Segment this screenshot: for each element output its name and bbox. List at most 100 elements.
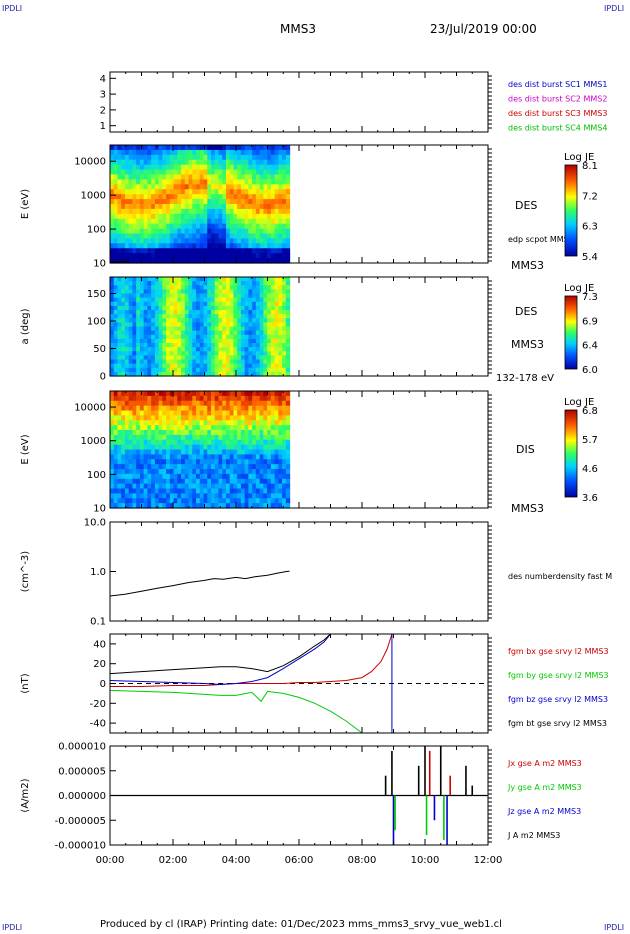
heatmap-cell <box>267 410 272 416</box>
heatmap-cell <box>128 415 134 421</box>
heatmap-cell <box>139 430 145 436</box>
heatmap-cell <box>282 395 287 402</box>
heatmap-cell <box>154 253 160 259</box>
heatmap-cell <box>110 326 115 332</box>
heatmap-cell <box>225 334 231 340</box>
heatmap-cell <box>181 301 186 307</box>
heatmap-cell <box>203 159 208 166</box>
heatmap-cell <box>255 199 261 205</box>
heatmap-cell <box>240 322 246 328</box>
heatmap-cell <box>110 498 115 504</box>
series-b-0 <box>110 633 393 687</box>
heatmap-cell <box>270 493 276 499</box>
heatmap-cell <box>162 483 167 490</box>
heatmap-cell <box>252 410 257 416</box>
heatmap-cell <box>143 464 149 470</box>
heatmap-cell <box>154 297 160 303</box>
heatmap-cell <box>147 164 152 171</box>
heatmap-cell <box>285 149 291 156</box>
heatmap-cell <box>263 459 268 465</box>
heatmap-cell <box>222 204 227 210</box>
heatmap-cell <box>173 305 178 311</box>
heatmap-cell <box>270 367 276 373</box>
heatmap-cell <box>229 169 235 176</box>
heatmap-cell <box>173 233 178 240</box>
heatmap-cell <box>181 213 186 220</box>
heatmap-cell <box>158 322 163 328</box>
heatmap-cell <box>282 248 287 254</box>
heatmap-cell <box>255 464 261 470</box>
heatmap-cell <box>274 439 279 446</box>
heatmap-cell <box>143 415 149 421</box>
heatmap-cell <box>177 204 182 210</box>
heatmap-cell <box>259 483 264 490</box>
heatmap-cell <box>151 310 156 315</box>
heatmap-cell <box>285 326 291 332</box>
heatmap-cell <box>259 145 264 151</box>
heatmap-cell <box>252 488 257 494</box>
heatmap-cell <box>207 326 212 332</box>
heatmap-cell <box>203 208 208 215</box>
spacecraft-title: MMS3 <box>280 22 316 36</box>
heatmap-cell <box>199 410 205 416</box>
heatmap-cell <box>285 444 291 451</box>
heatmap-cell <box>177 184 182 190</box>
heatmap-cell <box>207 218 212 225</box>
heatmap-cell <box>196 343 201 348</box>
heatmap-cell <box>214 293 220 299</box>
heatmap-cell <box>188 363 193 369</box>
heatmap-cell <box>214 297 220 303</box>
heatmap-cell <box>207 415 212 421</box>
heatmap-cell <box>128 154 134 161</box>
heatmap-cell <box>196 243 201 249</box>
heatmap-cell <box>222 355 227 361</box>
heatmap-cell <box>128 243 134 249</box>
heatmap-cell <box>218 174 223 181</box>
heatmap-cell <box>181 169 186 176</box>
heatmap-cell <box>233 359 238 365</box>
heatmap-cell <box>285 483 291 490</box>
heatmap-cell <box>252 363 257 369</box>
heatmap-cell <box>263 248 268 254</box>
heatmap-cell <box>147 285 152 290</box>
heatmap-cell <box>162 199 167 205</box>
heatmap-cell <box>282 425 287 431</box>
heatmap-cell <box>237 228 242 235</box>
heatmap-cell <box>184 213 190 220</box>
heatmap-cell <box>124 305 130 311</box>
heatmap-cell <box>214 154 220 161</box>
heatmap-cell <box>207 400 212 407</box>
heatmap-cell <box>229 243 235 249</box>
heatmap-cell <box>162 454 167 460</box>
heatmap-cell <box>278 145 283 151</box>
heatmap-cell <box>214 420 220 426</box>
heatmap-cell <box>166 289 171 295</box>
heatmap-cell <box>218 343 223 348</box>
heatmap-cell <box>259 430 264 436</box>
heatmap-cell <box>166 415 171 421</box>
heatmap-cell <box>211 363 216 369</box>
heatmap-cell <box>274 359 279 365</box>
heatmap-cell <box>229 391 235 397</box>
heatmap-cell <box>199 359 205 365</box>
heatmap-cell <box>282 363 287 369</box>
heatmap-cell <box>162 371 167 377</box>
heatmap-cell <box>225 281 231 286</box>
heatmap-cell <box>203 289 208 295</box>
heatmap-cell <box>248 194 253 200</box>
heatmap-cell <box>270 363 276 369</box>
heatmap-cell <box>184 194 190 200</box>
heatmap-cell <box>139 169 145 176</box>
heatmap-cell <box>211 371 216 377</box>
heatmap-cell <box>196 338 201 344</box>
heatmap-cell <box>207 228 212 235</box>
heatmap-cell <box>199 174 205 181</box>
heatmap-cell <box>267 189 272 195</box>
heatmap-cell <box>244 367 249 373</box>
heatmap-cell <box>255 420 261 426</box>
heatmap-cell <box>158 258 163 264</box>
heatmap-cell <box>214 301 220 307</box>
heatmap-cell <box>229 469 235 475</box>
heatmap-cell <box>124 184 130 190</box>
heatmap-cell <box>184 464 190 470</box>
